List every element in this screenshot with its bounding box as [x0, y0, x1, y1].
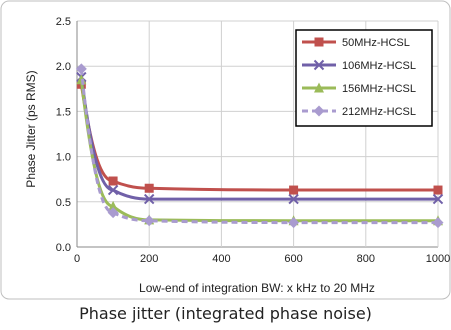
legend-entry: 156MHz-HCSL: [302, 82, 416, 95]
data-point: [144, 183, 154, 193]
legend: 50MHz-HCSL 106MHz-HCSL 156MHz-HCSL 212MHz-H…: [295, 29, 433, 127]
legend-entry: 106MHz-HCSL: [302, 59, 416, 72]
grid-layer: [76, 20, 439, 248]
y-axis-title: Phase Jitter (ps RMS): [24, 70, 38, 187]
axis-layer: 0.0 0.5 1.0 1.5 2.0 2.5 0 200 400 600 800 1000: [56, 16, 451, 265]
legend-label: 212MHz-HCSL: [342, 106, 416, 118]
y-tick-label: 2.0: [56, 61, 71, 73]
legend-swatch-marker: [314, 37, 324, 47]
series-layer: [75, 63, 444, 229]
data-point: [108, 176, 118, 186]
legend-swatch-marker: [314, 82, 324, 93]
x-tick-label: 800: [357, 253, 375, 265]
data-point: [107, 184, 119, 196]
data-point: [107, 207, 119, 219]
legend-label: 106MHz-HCSL: [342, 60, 416, 72]
x-tick-label: 1000: [426, 253, 450, 265]
legend-label: 156MHz-HCSL: [342, 83, 416, 95]
legend-entry: 212MHz-HCSL: [302, 105, 416, 118]
y-tick-label: 0.0: [56, 242, 71, 254]
series-line: [79, 68, 438, 225]
data-point: [289, 185, 299, 195]
y-tick-label: 2.5: [56, 16, 71, 28]
data-point: [432, 193, 444, 205]
x-axis-title: Low-end of integration BW: x kHz to 20 M…: [139, 281, 375, 295]
y-tick-label: 1.5: [56, 106, 71, 118]
data-point: [143, 193, 155, 205]
data-point: [75, 63, 87, 75]
data-point: [143, 215, 155, 227]
legend-entry: 50MHz-HCSL: [302, 37, 410, 49]
data-point: [433, 185, 443, 195]
legend-label: 50MHz-HCSL: [342, 37, 410, 49]
data-point: [288, 193, 299, 205]
legend-swatch-marker: [313, 59, 325, 71]
figure-caption: Phase jitter (integrated phase noise): [79, 304, 372, 323]
series-line: [79, 76, 438, 201]
data-point: [432, 217, 444, 229]
x-tick-label: 200: [140, 253, 158, 265]
x-tick-label: 0: [74, 253, 80, 265]
data-point: [108, 200, 119, 211]
legend-swatch-marker: [313, 105, 325, 117]
y-tick-label: 1.0: [56, 152, 71, 164]
series-4: [75, 63, 444, 229]
y-tick-label: 0.5: [56, 197, 71, 209]
x-tick-label: 600: [284, 253, 302, 265]
x-tick-label: 400: [212, 253, 230, 265]
series-line: [79, 84, 438, 192]
phase-jitter-chart: 0.0 0.5 1.0 1.5 2.0 2.5 0 200 400 600 800 1000 50MH…: [0, 0, 451, 300]
data-point: [288, 217, 300, 229]
chart-frame: 0.0 0.5 1.0 1.5 2.0 2.5 0 200 400 600 800 1000 50MH…: [0, 0, 451, 300]
